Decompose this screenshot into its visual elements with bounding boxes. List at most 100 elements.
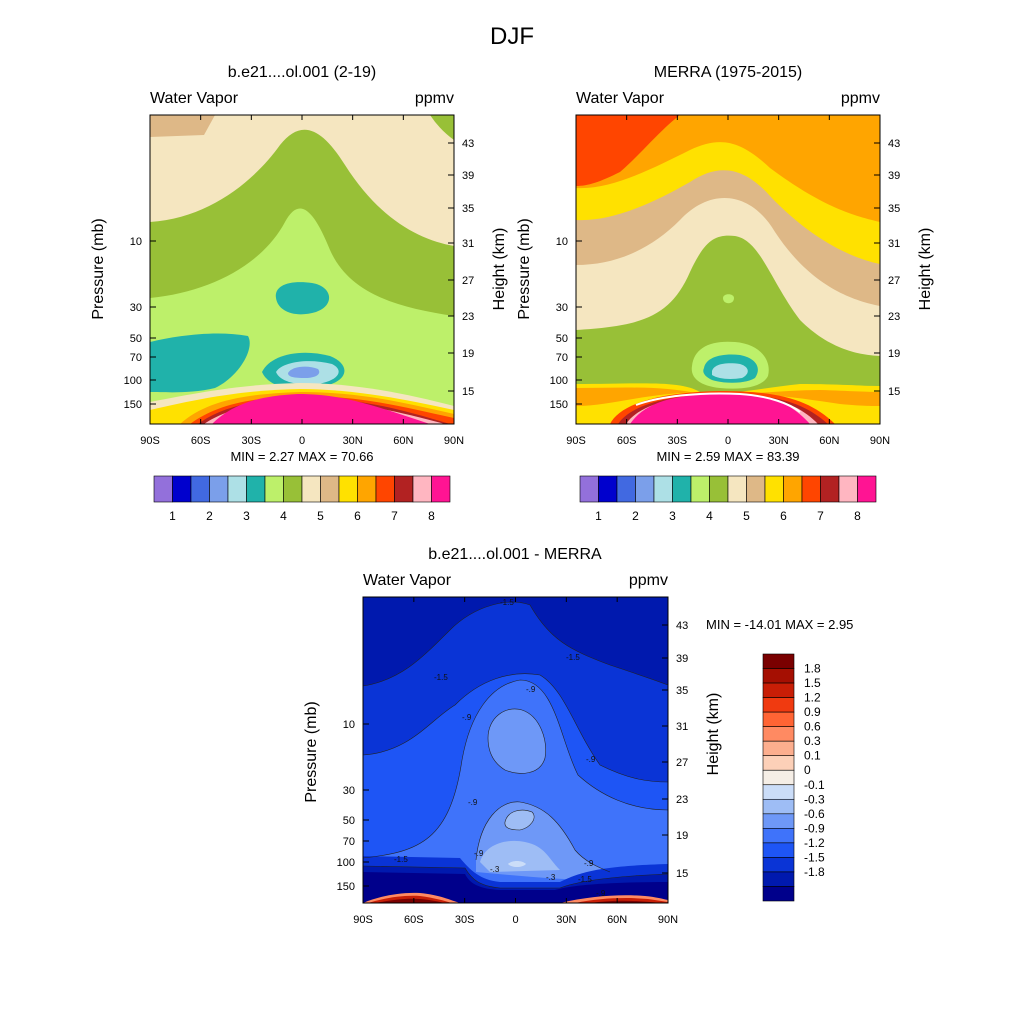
colorbar-label: 7 <box>817 509 824 523</box>
y2-tick-label: 35 <box>462 203 474 215</box>
level-fill <box>576 235 880 424</box>
y2-tick-label: 31 <box>888 238 900 250</box>
y2-tick-label: 19 <box>676 830 688 842</box>
colorbar-swatch <box>762 668 795 684</box>
y-tick-label: 150 <box>550 399 568 411</box>
y2-tick-label: 19 <box>462 348 474 360</box>
x-tick-label: 30N <box>556 914 576 926</box>
y-tick-label: 100 <box>337 857 355 869</box>
colorbar-swatch <box>762 711 795 727</box>
colorbar-swatch <box>762 886 795 902</box>
colorbar-swatch <box>838 475 858 503</box>
colorbar-label: 8 <box>854 509 861 523</box>
colorbar-label: 5 <box>317 509 324 523</box>
contour-label: -.9 <box>474 849 484 858</box>
x-ticks: 90S 60S 30S 0 30N 60N 90N <box>353 597 678 926</box>
contour-label: -1.5 <box>566 653 580 662</box>
y2-tick-label: 39 <box>462 170 474 182</box>
colorbar-label: 0.1 <box>804 749 821 763</box>
colorbar-swatch <box>246 475 266 503</box>
contour-label: -.9 <box>596 889 606 898</box>
colorbar-swatch <box>598 475 618 503</box>
colorbar-label: 6 <box>780 509 787 523</box>
panel-merra: MERRA (1975-2015) Water Vapor ppmv Press… <box>516 64 934 523</box>
colorbar-swatch <box>672 475 692 503</box>
y2-tick-label: 15 <box>676 868 688 880</box>
colorbar-swatch <box>709 475 729 503</box>
contour-label: -.9 <box>584 859 594 868</box>
y-tick-label: 10 <box>130 236 142 248</box>
panel-diff-left-label: Water Vapor <box>363 572 452 589</box>
contour-label: -.9 <box>468 798 478 807</box>
contour-label: -.3 <box>546 873 556 882</box>
contour-line <box>635 392 801 413</box>
colorbar-label: -0.9 <box>804 821 825 835</box>
contour-label: -1.5 <box>578 875 592 884</box>
y2-tick-label: 43 <box>676 620 688 632</box>
level-fill <box>508 861 526 867</box>
level-fill <box>712 363 748 379</box>
colorbar-label: -0.1 <box>804 778 825 792</box>
panel-diff-title: b.e21....ol.001 - MERRA <box>428 546 602 563</box>
panel-diff: b.e21....ol.001 - MERRA Water Vapor ppmv <box>303 546 853 926</box>
y-axis-label: Pressure (mb) <box>516 218 533 319</box>
y2-tick-label: 39 <box>888 170 900 182</box>
colorbar-swatch <box>762 726 795 742</box>
colorbar-label: 3 <box>243 509 250 523</box>
colorbar-swatch <box>264 475 284 503</box>
colorbar-swatch <box>579 475 599 503</box>
contour-line <box>363 673 668 783</box>
y-tick-label: 70 <box>343 836 355 848</box>
y2-tick-label: 23 <box>462 311 474 323</box>
x-tick-label: 30S <box>242 435 262 447</box>
x-tick-label: 0 <box>299 435 305 447</box>
y2-tick-label: 35 <box>888 203 900 215</box>
colorbar-swatch <box>209 475 229 503</box>
colorbar-swatch <box>375 475 395 503</box>
contour-line <box>475 801 611 873</box>
y-tick-label: 50 <box>556 333 568 345</box>
colorbar-swatch <box>338 475 358 503</box>
colorbar-swatch <box>820 475 840 503</box>
colorbar-swatch <box>762 784 795 800</box>
colorbar-label: 0.3 <box>804 734 821 748</box>
contour-label: -1.5 <box>500 598 514 607</box>
colorbar-swatch <box>727 475 747 503</box>
level-fill <box>150 333 250 393</box>
y2-ticks: 43 39 35 31 27 23 19 15 <box>662 620 688 880</box>
panel-merra-left-label: Water Vapor <box>576 90 665 107</box>
y-tick-label: 50 <box>130 333 142 345</box>
colorbar-swatch <box>301 475 321 503</box>
contour-label: -.9 <box>526 685 536 694</box>
colorbar-swatch <box>153 475 173 503</box>
colorbar-swatch <box>762 740 795 757</box>
y-tick-label: 10 <box>343 719 355 731</box>
colorbar-swatch <box>762 857 795 873</box>
colorbar-swatch <box>783 475 803 503</box>
colorbar-label: 1 <box>595 509 602 523</box>
colorbar: 1 2 3 4 5 6 7 8 <box>579 475 877 523</box>
level-fill <box>504 810 535 830</box>
x-tick-label: 60N <box>393 435 413 447</box>
x-tick-label: 90S <box>353 914 373 926</box>
min-max-label: MIN = 2.59 MAX = 83.39 <box>656 449 799 464</box>
colorbar-swatch <box>762 755 795 771</box>
colorbar-label: 3 <box>669 509 676 523</box>
colorbar-swatch <box>431 475 451 503</box>
colorbar-label: 4 <box>706 509 713 523</box>
panel-model-right-label: ppmv <box>415 90 454 107</box>
y2-axis-label: Height (km) <box>491 228 508 311</box>
level-fill <box>723 294 734 304</box>
y-axis-label: Pressure (mb) <box>303 701 320 802</box>
colorbar-label: -1.2 <box>804 836 825 850</box>
colorbar-swatch <box>801 475 821 503</box>
level-fill <box>590 900 660 903</box>
colorbar-label: 1.8 <box>804 662 821 676</box>
x-tick-label: 90S <box>140 435 160 447</box>
y2-tick-label: 43 <box>462 138 474 150</box>
y2-tick-label: 23 <box>676 794 688 806</box>
level-fill <box>576 115 680 186</box>
y-tick-label: 70 <box>556 352 568 364</box>
y-tick-label: 30 <box>343 785 355 797</box>
